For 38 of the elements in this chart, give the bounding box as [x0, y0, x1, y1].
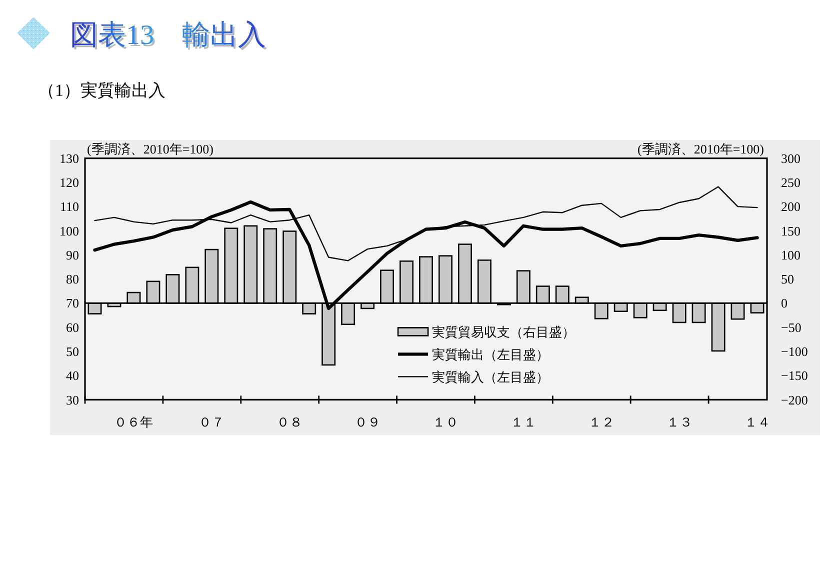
x-tick-label: １１ [510, 414, 536, 430]
y-tick-label: 40 [66, 368, 79, 384]
x-tick-label: １４ [744, 414, 770, 430]
y2-tick-label: −150 [781, 368, 808, 384]
legend-label: 実質輸入（左目盛） [432, 369, 550, 384]
y-tick-label: 70 [66, 296, 79, 311]
y-tick-label: 120 [60, 174, 79, 190]
y-tick-label: 60 [66, 320, 79, 335]
y-tick-label: 100 [60, 223, 79, 238]
chart-subtitle: （1）実質輸出入 [38, 81, 166, 100]
x-tick-label: １０ [432, 414, 458, 430]
y2-tick-label: −50 [781, 320, 802, 335]
y2-tick-label: 100 [781, 247, 800, 262]
chart-title: 図表13 輸出入 [70, 20, 266, 51]
y-tick-label: 50 [66, 344, 79, 359]
x-tick-label: ０９ [354, 414, 381, 430]
y-axis-title: (季調済、2010年=100) [87, 141, 214, 156]
x-tick-label: ０８ [276, 414, 303, 430]
y-tick-label: 30 [66, 392, 79, 408]
y-tick-label: 80 [66, 272, 79, 287]
y-tick-label: 130 [60, 150, 79, 166]
y2-tick-label: −200 [781, 392, 808, 408]
x-tick-label: １３ [666, 414, 692, 430]
y-tick-label: 90 [66, 247, 79, 262]
legend-label: 実質輸出（左目盛） [432, 346, 550, 362]
x-tick-label: ０７ [198, 414, 225, 430]
y2-tick-label: 200 [781, 199, 800, 214]
x-tick-label: １２ [588, 414, 614, 430]
y2-tick-label: −100 [781, 344, 808, 359]
legend-label: 実質貿易収支（右目盛） [432, 324, 576, 340]
y2-axis-title: (季調済、2010年=100) [638, 141, 764, 156]
y2-tick-label: 0 [781, 296, 788, 311]
y2-tick-label: 50 [781, 272, 794, 287]
y2-tick-label: 250 [781, 174, 800, 190]
y2-tick-label: 150 [781, 223, 800, 238]
x-tick-label: ０６年 [114, 414, 154, 430]
y-tick-label: 110 [60, 199, 79, 214]
y2-tick-label: 300 [781, 150, 800, 166]
